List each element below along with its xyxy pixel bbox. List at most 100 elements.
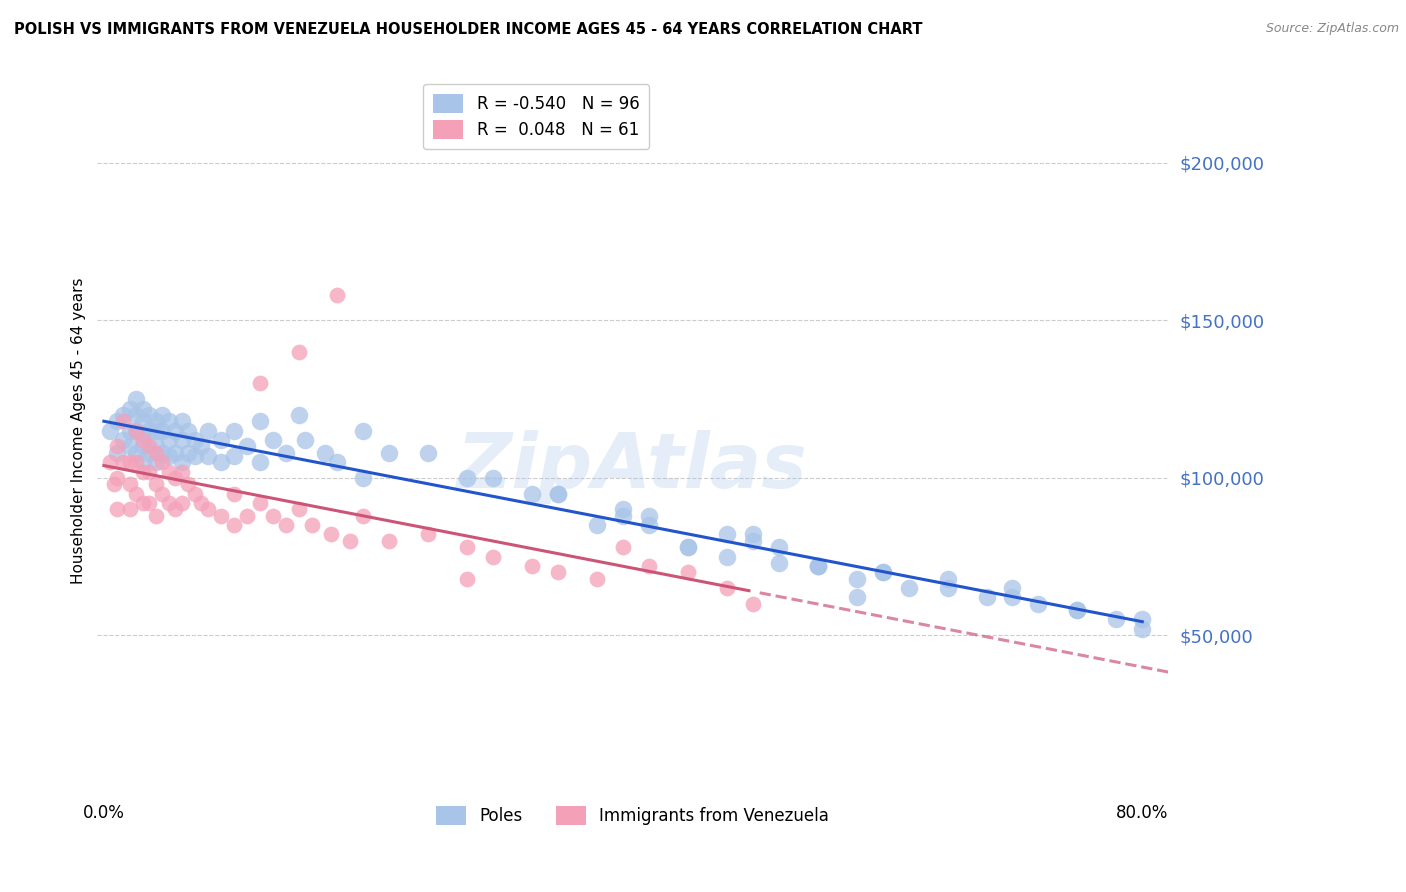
Point: [150, 455, 173, 469]
Point: [222, 449, 245, 463]
Point: [262, 508, 284, 523]
Point: [112, 455, 135, 469]
Point: [716, 549, 738, 564]
Point: [98, 424, 121, 438]
Point: [638, 558, 661, 573]
Point: [145, 439, 167, 453]
Point: [177, 445, 200, 459]
Point: [456, 572, 478, 586]
Point: [249, 455, 271, 469]
Point: [132, 455, 155, 469]
Point: [105, 502, 128, 516]
Point: [145, 414, 167, 428]
Y-axis label: Householder Income Ages 45 - 64 years: Householder Income Ages 45 - 64 years: [72, 277, 86, 584]
Point: [235, 508, 257, 523]
Point: [352, 508, 374, 523]
Point: [150, 445, 173, 459]
Point: [138, 408, 160, 422]
Point: [768, 556, 790, 570]
Point: [1130, 612, 1153, 626]
Point: [183, 449, 205, 463]
Point: [352, 424, 374, 438]
Point: [741, 527, 763, 541]
Point: [125, 486, 148, 500]
Point: [976, 591, 998, 605]
Point: [287, 408, 309, 422]
Point: [676, 566, 699, 580]
Text: ZipAtlas: ZipAtlas: [457, 430, 808, 504]
Point: [716, 527, 738, 541]
Point: [145, 477, 167, 491]
Point: [118, 455, 141, 469]
Point: [1130, 622, 1153, 636]
Point: [209, 455, 232, 469]
Point: [138, 445, 160, 459]
Point: [197, 449, 219, 463]
Point: [314, 445, 336, 459]
Point: [1066, 603, 1088, 617]
Point: [157, 433, 180, 447]
Point: [418, 527, 440, 541]
Point: [165, 445, 187, 459]
Point: [547, 566, 569, 580]
Point: [165, 471, 187, 485]
Point: [190, 439, 212, 453]
Point: [98, 455, 121, 469]
Point: [138, 465, 160, 479]
Point: [274, 518, 297, 533]
Point: [1028, 597, 1050, 611]
Point: [897, 581, 920, 595]
Point: [157, 449, 180, 463]
Point: [112, 433, 135, 447]
Point: [165, 502, 187, 516]
Point: [274, 445, 297, 459]
Point: [741, 533, 763, 548]
Point: [352, 471, 374, 485]
Point: [768, 540, 790, 554]
Point: [676, 540, 699, 554]
Point: [1105, 612, 1128, 626]
Point: [638, 508, 661, 523]
Point: [132, 465, 155, 479]
Point: [170, 433, 193, 447]
Point: [183, 486, 205, 500]
Point: [145, 455, 167, 469]
Point: [522, 558, 544, 573]
Point: [586, 518, 609, 533]
Point: [249, 414, 271, 428]
Point: [112, 414, 135, 428]
Point: [586, 572, 609, 586]
Point: [170, 455, 193, 469]
Point: [132, 401, 155, 416]
Point: [145, 508, 167, 523]
Point: [326, 288, 349, 302]
Point: [118, 439, 141, 453]
Point: [222, 424, 245, 438]
Point: [1001, 581, 1024, 595]
Point: [177, 477, 200, 491]
Point: [150, 424, 173, 438]
Point: [482, 549, 505, 564]
Point: [638, 518, 661, 533]
Point: [177, 424, 200, 438]
Point: [170, 465, 193, 479]
Point: [157, 496, 180, 510]
Point: [132, 433, 155, 447]
Point: [170, 496, 193, 510]
Point: [150, 486, 173, 500]
Point: [522, 486, 544, 500]
Point: [170, 414, 193, 428]
Point: [936, 572, 959, 586]
Point: [936, 581, 959, 595]
Point: [1066, 603, 1088, 617]
Point: [150, 408, 173, 422]
Point: [112, 408, 135, 422]
Point: [456, 471, 478, 485]
Point: [190, 496, 212, 510]
Point: [339, 533, 361, 548]
Point: [287, 502, 309, 516]
Point: [209, 508, 232, 523]
Point: [105, 439, 128, 453]
Point: [301, 518, 323, 533]
Point: [222, 518, 245, 533]
